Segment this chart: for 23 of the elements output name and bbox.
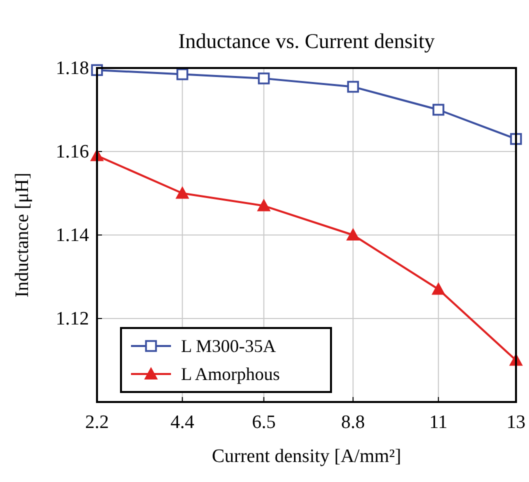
y-tick-label: 1.18 [56, 58, 89, 79]
point [432, 282, 445, 295]
legend-label: L M300-35A [181, 336, 276, 356]
y-tick-label: 1.16 [56, 142, 89, 162]
y-tick-label: 1.14 [56, 225, 90, 246]
chart-title: Inductance vs. Current density [178, 29, 436, 53]
point [176, 68, 188, 80]
x-tick-label: 4.4 [170, 412, 195, 433]
x-tick-label: 2.2 [85, 412, 109, 433]
x-tick-label: 6.5 [252, 412, 276, 433]
point [346, 228, 360, 240]
point [432, 104, 444, 116]
y-tick-label: 1.12 [56, 308, 89, 330]
x-tick-label: 13 [506, 412, 526, 433]
x-axis-title: Current density [A/mm²] [212, 446, 402, 467]
point [347, 80, 359, 93]
point [258, 72, 270, 84]
x-tick-label: 11 [429, 412, 448, 433]
x-tick-label: 8.8 [341, 412, 365, 433]
point [176, 186, 189, 199]
y-axis-title: Inductance [μH] [12, 172, 33, 298]
point [257, 199, 270, 212]
legend-label: L Amorphous [181, 364, 280, 384]
